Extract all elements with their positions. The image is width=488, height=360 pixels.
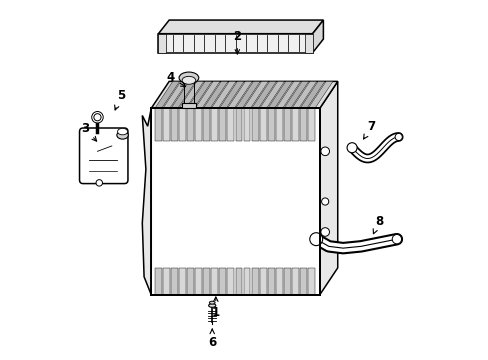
Polygon shape <box>267 108 274 140</box>
Polygon shape <box>195 81 220 108</box>
Circle shape <box>346 143 356 153</box>
Polygon shape <box>142 108 151 295</box>
Polygon shape <box>187 268 194 295</box>
Text: 7: 7 <box>363 120 375 139</box>
Polygon shape <box>243 108 250 140</box>
Polygon shape <box>300 81 324 108</box>
Polygon shape <box>305 34 312 53</box>
Ellipse shape <box>179 72 198 84</box>
Polygon shape <box>155 108 162 140</box>
Polygon shape <box>151 108 319 295</box>
Text: 8: 8 <box>372 215 382 234</box>
Polygon shape <box>307 268 314 295</box>
Polygon shape <box>203 108 210 140</box>
Polygon shape <box>291 81 316 108</box>
Circle shape <box>320 228 329 236</box>
Polygon shape <box>291 268 298 295</box>
Polygon shape <box>243 81 268 108</box>
Polygon shape <box>259 268 266 295</box>
Polygon shape <box>158 20 323 34</box>
Polygon shape <box>259 81 284 108</box>
Polygon shape <box>219 108 226 140</box>
Polygon shape <box>227 81 252 108</box>
Polygon shape <box>307 108 314 140</box>
Polygon shape <box>275 108 282 140</box>
Polygon shape <box>155 268 162 295</box>
Polygon shape <box>300 108 306 140</box>
Polygon shape <box>151 81 337 108</box>
Polygon shape <box>182 103 196 108</box>
Polygon shape <box>319 81 337 295</box>
Text: 2: 2 <box>233 30 241 54</box>
Polygon shape <box>284 268 290 295</box>
Text: 1: 1 <box>211 297 220 319</box>
Polygon shape <box>227 108 234 140</box>
Polygon shape <box>267 81 292 108</box>
Polygon shape <box>163 268 169 295</box>
Circle shape <box>394 134 402 140</box>
Ellipse shape <box>117 131 128 139</box>
Polygon shape <box>179 108 185 140</box>
Polygon shape <box>219 81 244 108</box>
Text: 6: 6 <box>208 329 216 348</box>
Polygon shape <box>284 81 308 108</box>
Polygon shape <box>275 81 300 108</box>
Polygon shape <box>179 81 203 108</box>
Polygon shape <box>179 268 185 295</box>
Polygon shape <box>251 108 258 140</box>
Polygon shape <box>155 81 179 108</box>
Polygon shape <box>267 268 274 295</box>
Polygon shape <box>307 81 332 108</box>
Ellipse shape <box>208 304 215 307</box>
Polygon shape <box>251 81 276 108</box>
Polygon shape <box>211 81 236 108</box>
Polygon shape <box>235 81 260 108</box>
Polygon shape <box>312 20 323 53</box>
Circle shape <box>94 114 101 121</box>
Ellipse shape <box>117 129 127 135</box>
Polygon shape <box>300 268 306 295</box>
Text: 5: 5 <box>115 89 124 110</box>
Ellipse shape <box>209 301 215 304</box>
Polygon shape <box>275 268 282 295</box>
Circle shape <box>92 112 103 123</box>
Polygon shape <box>171 268 178 295</box>
Polygon shape <box>171 108 178 140</box>
Polygon shape <box>163 108 169 140</box>
Polygon shape <box>158 34 165 53</box>
Polygon shape <box>259 108 266 140</box>
Polygon shape <box>251 268 258 295</box>
Polygon shape <box>211 268 218 295</box>
Ellipse shape <box>182 76 195 84</box>
Polygon shape <box>187 81 211 108</box>
Polygon shape <box>243 268 250 295</box>
Polygon shape <box>284 108 290 140</box>
Polygon shape <box>219 268 226 295</box>
Polygon shape <box>158 34 312 53</box>
Circle shape <box>320 147 329 156</box>
Polygon shape <box>235 268 242 295</box>
Text: 3: 3 <box>81 122 97 141</box>
Polygon shape <box>163 81 187 108</box>
Circle shape <box>391 234 401 244</box>
Polygon shape <box>195 108 202 140</box>
Polygon shape <box>187 108 194 140</box>
Polygon shape <box>203 81 227 108</box>
Polygon shape <box>235 108 242 140</box>
Polygon shape <box>203 268 210 295</box>
Polygon shape <box>195 268 202 295</box>
Polygon shape <box>171 81 195 108</box>
Polygon shape <box>211 108 218 140</box>
Polygon shape <box>227 268 234 295</box>
FancyBboxPatch shape <box>80 128 128 184</box>
Circle shape <box>309 233 322 246</box>
Circle shape <box>321 198 328 205</box>
Text: 4: 4 <box>166 71 185 86</box>
Circle shape <box>96 180 102 186</box>
Polygon shape <box>291 108 298 140</box>
